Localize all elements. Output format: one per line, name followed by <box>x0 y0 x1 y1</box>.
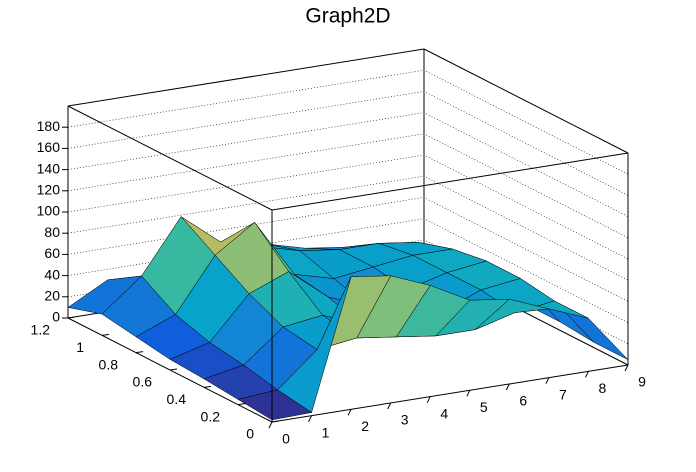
frame <box>271 152 629 211</box>
y-tick <box>135 351 144 354</box>
x-tick <box>308 415 313 422</box>
z-tick-label: 180 <box>37 118 61 134</box>
z-tick-label: 100 <box>37 203 61 219</box>
grid-line <box>67 133 629 239</box>
y-tick <box>203 385 212 388</box>
frame <box>67 48 425 107</box>
y-tick-label: 0 <box>246 426 254 442</box>
z-tick-label: 140 <box>37 160 61 176</box>
x-tick <box>387 402 392 410</box>
y-tick <box>67 316 76 319</box>
z-tick-label: 60 <box>44 245 60 261</box>
grid-line <box>67 69 629 175</box>
x-tick-label: 7 <box>559 386 567 402</box>
y-tick-label: 0.8 <box>99 356 119 372</box>
y-tick-label: 1.2 <box>31 322 51 338</box>
x-axis <box>271 364 629 423</box>
x-tick <box>347 409 352 416</box>
grid-line <box>67 112 629 217</box>
z-tick-label: 160 <box>37 139 61 155</box>
x-tick-label: 6 <box>519 393 527 409</box>
y-tick <box>101 333 110 336</box>
y-tick <box>169 368 178 371</box>
surface-cell <box>237 389 313 421</box>
x-tick-label: 9 <box>638 374 646 390</box>
x-tick <box>268 421 273 429</box>
x-tick-label: 1 <box>322 424 330 440</box>
y-tick-label: 0.6 <box>133 374 153 390</box>
x-tick <box>466 390 471 397</box>
frame <box>67 105 273 211</box>
x-tick-label: 2 <box>361 418 369 434</box>
y-tick-label: 0.2 <box>201 408 221 424</box>
y-tick <box>237 403 246 406</box>
grid-line <box>67 91 629 196</box>
z-tick-label: 120 <box>37 182 61 198</box>
x-tick <box>545 377 550 384</box>
y-tick <box>271 420 280 423</box>
x-tick-label: 4 <box>440 405 448 421</box>
x-tick-label: 0 <box>282 431 290 447</box>
x-tick <box>505 383 510 391</box>
z-tick-label: 0 <box>52 309 60 325</box>
z-tick-label: 20 <box>44 288 60 304</box>
y-tick-label: 1 <box>76 339 84 355</box>
frame <box>423 48 629 154</box>
grid-line <box>67 154 629 260</box>
x-tick-label: 3 <box>401 412 409 428</box>
x-tick-label: 8 <box>599 380 607 396</box>
x-tick-label: 5 <box>480 399 488 415</box>
z-tick-label: 40 <box>44 266 60 282</box>
y-tick-label: 0.4 <box>167 391 187 407</box>
x-tick <box>426 396 431 403</box>
z-tick-label: 80 <box>44 224 60 240</box>
x-tick <box>624 364 629 372</box>
chart-title: Graph2D <box>305 5 390 28</box>
x-tick <box>584 371 589 378</box>
